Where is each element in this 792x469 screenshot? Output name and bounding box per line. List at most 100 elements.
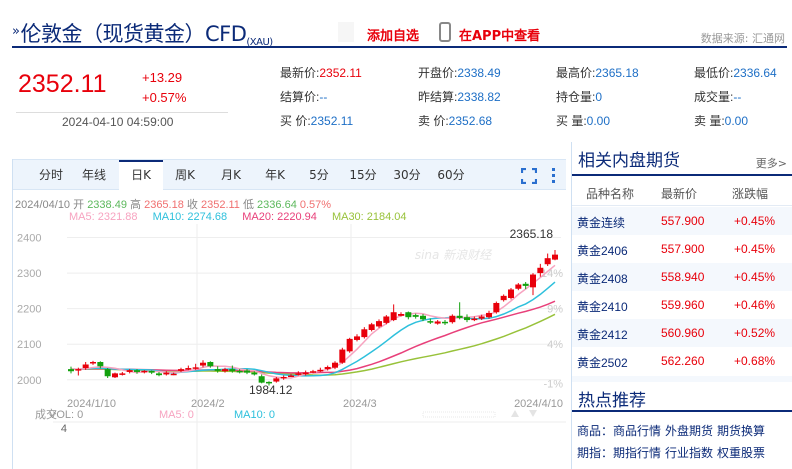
candle-body bbox=[75, 369, 82, 371]
high-value: 2365.18 bbox=[144, 199, 184, 211]
tab-7[interactable]: 15分 bbox=[349, 168, 377, 182]
candle-body bbox=[434, 321, 441, 324]
candle-body bbox=[97, 362, 104, 367]
open-label: 开 bbox=[73, 199, 85, 211]
stat-label: 昨结算: bbox=[418, 90, 458, 104]
candle-body bbox=[339, 349, 346, 363]
scroll-down-icon[interactable] bbox=[529, 410, 537, 417]
futures-row[interactable]: 黄金2408 558.940 +0.45% bbox=[572, 263, 792, 291]
stat-item: 最低价:2336.64 bbox=[694, 64, 777, 81]
futures-change: +0.45% bbox=[734, 242, 776, 256]
instrument-code: (XAU) bbox=[246, 37, 273, 48]
futures-name[interactable]: 黄金2408 bbox=[577, 272, 628, 286]
volume-scroll-track[interactable] bbox=[422, 411, 496, 418]
quote-timestamp: 2024-04-10 04:59:00 bbox=[62, 115, 174, 129]
ma20-legend: MA20: 2220.94 bbox=[242, 211, 317, 223]
candle-body bbox=[119, 373, 126, 375]
pct-axis-label: 9% bbox=[547, 304, 563, 316]
hot-link[interactable]: 权重股票 bbox=[717, 446, 766, 460]
view-in-app-link[interactable]: 在APP中查看 bbox=[459, 29, 541, 44]
candle-body bbox=[493, 302, 500, 313]
high-label: 高 bbox=[130, 199, 142, 211]
tab-0[interactable]: 分时 bbox=[38, 168, 63, 182]
more-vertical-icon[interactable] bbox=[551, 168, 557, 184]
y-axis-label: 2400 bbox=[17, 233, 41, 245]
tab-3[interactable]: 周K bbox=[175, 168, 195, 182]
candle-body bbox=[258, 376, 265, 383]
stat-value: 2352.11 bbox=[319, 66, 362, 80]
tab-1[interactable]: 年线 bbox=[81, 168, 106, 182]
futures-row[interactable]: 黄金2412 560.960 +0.52% bbox=[572, 319, 792, 347]
futures-name[interactable]: 黄金2412 bbox=[577, 328, 628, 342]
pct-axis-label: -1% bbox=[543, 378, 563, 390]
futures-row[interactable]: 黄金2406 557.900 +0.45% bbox=[572, 235, 792, 263]
futures-price: 562.260 bbox=[661, 354, 705, 368]
candle-body bbox=[471, 318, 478, 321]
candle-body bbox=[478, 316, 485, 319]
scroll-up-icon[interactable] bbox=[511, 410, 519, 417]
candle-body bbox=[537, 267, 544, 274]
tab-2[interactable]: 日K bbox=[119, 160, 163, 191]
y-axis-label: 2200 bbox=[17, 304, 41, 316]
close-value: 2352.11 bbox=[200, 199, 240, 211]
futures-row[interactable]: 黄金连续 557.900 +0.45% bbox=[572, 207, 792, 235]
candle-body bbox=[178, 369, 184, 371]
kline-chart: 分时 年线 日K 周K 月K 年K 5分 15分 30分 60分 2024/04/10 开 233… bbox=[12, 159, 566, 469]
pct-axis-label: 4% bbox=[547, 339, 563, 351]
candle-body bbox=[251, 372, 258, 375]
candle-body bbox=[398, 314, 404, 316]
hot-link[interactable]: 外盘期货 bbox=[665, 424, 714, 438]
hot-link[interactable]: 期指行情 bbox=[613, 446, 662, 460]
candle-body bbox=[90, 362, 96, 364]
stat-label: 开盘价: bbox=[418, 66, 458, 80]
candle-body bbox=[332, 362, 338, 368]
add-watch-icon[interactable] bbox=[338, 22, 354, 42]
hot-link[interactable]: 行业指数 bbox=[665, 446, 714, 460]
x-axis-label: 2024/2 bbox=[191, 398, 225, 410]
info-date: 2024/04/10 bbox=[15, 199, 71, 211]
candle-body bbox=[222, 369, 228, 372]
col-name: 品种名称 bbox=[586, 187, 635, 201]
candle-body bbox=[368, 324, 375, 330]
futures-change: +0.46% bbox=[734, 298, 776, 312]
candle-body bbox=[192, 367, 199, 369]
candle-body bbox=[200, 362, 206, 366]
ma5-line bbox=[70, 264, 556, 379]
futures-row[interactable]: 黄金2502 562.260 +0.68% bbox=[572, 347, 792, 375]
col-change: 涨跌幅 bbox=[732, 187, 769, 201]
hot-link[interactable]: 期货换算 bbox=[717, 424, 766, 438]
tab-4[interactable]: 月K bbox=[221, 168, 241, 182]
vol-ma10-legend: MA10: 0 bbox=[234, 409, 275, 421]
candle-body bbox=[346, 338, 353, 352]
candle-body bbox=[236, 370, 243, 373]
low-label: 低 bbox=[242, 199, 254, 211]
candle-body bbox=[544, 258, 551, 265]
tab-9[interactable]: 60分 bbox=[437, 168, 465, 182]
fullscreen-icon[interactable] bbox=[521, 168, 537, 184]
futures-name[interactable]: 黄金2406 bbox=[577, 244, 628, 258]
candlestick-plot[interactable]: 2000 2100 2200 2300 2400 14% 9% 4% -1% sina 新浪财经 2… bbox=[13, 159, 566, 469]
futures-name[interactable]: 黄金连续 bbox=[577, 216, 626, 230]
more-link[interactable]: 更多> bbox=[755, 157, 787, 170]
candle-body bbox=[126, 370, 133, 372]
hot-link[interactable]: 商品行情 bbox=[613, 424, 662, 438]
tab-8[interactable]: 30分 bbox=[393, 168, 421, 182]
candle-body bbox=[302, 372, 309, 375]
related-futures-header: 相关内盘期货 更多> bbox=[572, 142, 792, 176]
phone-icon[interactable] bbox=[439, 22, 451, 42]
futures-row[interactable]: 黄金2410 559.960 +0.46% bbox=[572, 291, 792, 319]
candle-body bbox=[156, 373, 162, 376]
add-watch-button[interactable]: 添加自选 bbox=[367, 29, 420, 44]
stat-value: 2338.49 bbox=[457, 66, 501, 80]
hot-recommend-header: 热点推荐 bbox=[572, 376, 792, 412]
tab-5[interactable]: 年K bbox=[265, 168, 285, 182]
change-percent: +0.57% bbox=[142, 90, 187, 105]
futures-name[interactable]: 黄金2502 bbox=[577, 356, 628, 370]
candle-body bbox=[82, 364, 89, 369]
futures-name[interactable]: 黄金2410 bbox=[577, 300, 628, 314]
tab-6[interactable]: 5分 bbox=[309, 168, 329, 182]
pct-axis-label: 14% bbox=[541, 268, 563, 280]
quote-panel: 2352.11 +13.29 +0.57% 2024-04-10 04:59:0… bbox=[16, 66, 228, 130]
candle-body bbox=[500, 295, 507, 301]
x-axis-label: 2024/4/10 bbox=[514, 398, 563, 410]
